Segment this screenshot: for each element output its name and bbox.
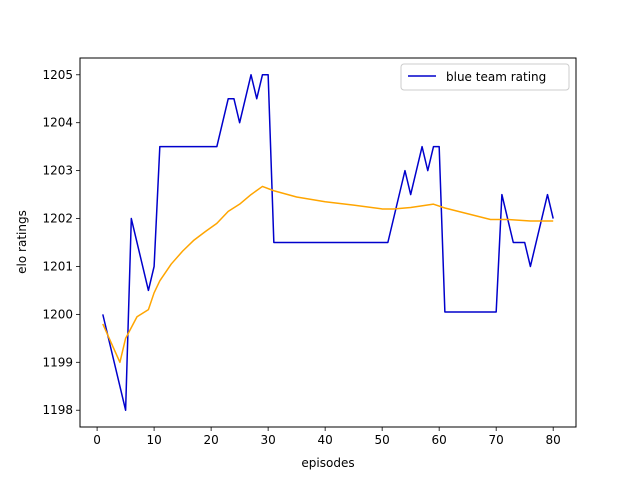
y-tick-label: 1198 <box>42 403 73 417</box>
x-tick-label: 0 <box>93 433 101 447</box>
y-tick-label: 1202 <box>42 212 73 226</box>
series-line-0 <box>102 74 554 411</box>
x-tick-label: 40 <box>318 433 333 447</box>
x-tick-label: 20 <box>203 433 218 447</box>
x-tick-label: 10 <box>146 433 161 447</box>
legend-entry-label: blue team rating <box>446 70 546 84</box>
x-tick-label: 80 <box>546 433 561 447</box>
y-tick-label: 1203 <box>42 164 73 178</box>
x-tick-label: 70 <box>489 433 504 447</box>
y-tick-label: 1204 <box>42 116 73 130</box>
x-tick-label: 30 <box>260 433 275 447</box>
legend: blue team rating <box>400 63 570 91</box>
x-tick-label: 50 <box>375 433 390 447</box>
y-axis-label: elo ratings <box>15 210 29 274</box>
axes-frame <box>79 57 577 428</box>
x-tick-label: 60 <box>432 433 447 447</box>
series-line-1 <box>102 185 554 364</box>
ticks-layer: 0 10 20 30 40 50 60 70 80 1198 1199 1200 1201 1202 120… <box>42 68 560 447</box>
series-layer <box>102 74 554 411</box>
x-axis-label: episodes <box>301 456 354 470</box>
y-tick-label: 1199 <box>42 355 73 369</box>
y-tick-label: 1201 <box>42 259 73 273</box>
legend-box <box>400 63 570 91</box>
y-tick-label: 1200 <box>42 307 73 321</box>
y-tick-label: 1205 <box>42 68 73 82</box>
